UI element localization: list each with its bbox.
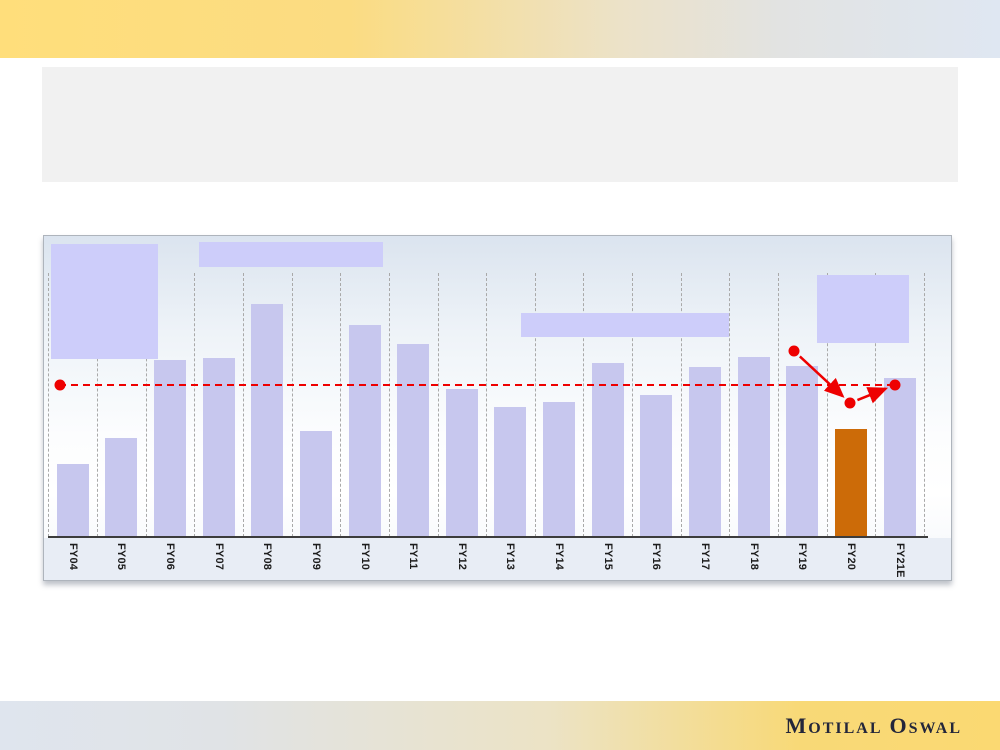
x-axis-line <box>48 536 928 538</box>
bar-FY21E <box>883 378 916 537</box>
gridline <box>437 273 439 537</box>
redacted-block-3 <box>521 313 729 337</box>
bar-FY08 <box>251 304 284 537</box>
x-axis-label-FY05: FY05 <box>115 543 128 571</box>
x-axis-label-strip <box>44 538 951 580</box>
gridline <box>924 273 925 537</box>
gridline <box>340 273 342 537</box>
x-axis-label-FY13: FY13 <box>504 543 517 571</box>
bar-FY14 <box>543 402 576 537</box>
x-axis-label-FY16: FY16 <box>650 543 663 571</box>
bar-FY13 <box>494 407 527 537</box>
gridline <box>194 273 196 537</box>
bar-chart: FY04 FY05 FY06 FY07 FY08 FY09 FY10 FY11 FY12 FY13… <box>43 235 952 581</box>
bar-FY16 <box>640 395 673 537</box>
bar-FY20 <box>835 429 868 537</box>
gridline <box>583 273 585 537</box>
bar-FY12 <box>445 389 478 537</box>
redacted-block-1 <box>51 244 158 359</box>
chart-plot-area <box>44 236 951 537</box>
x-axis-label-FY06: FY06 <box>163 543 176 571</box>
bar-FY18 <box>737 357 770 537</box>
title-placeholder-box <box>42 67 958 182</box>
footer-gradient-bar: MOTILAL OSWAL <box>0 701 1000 750</box>
x-axis-label-FY12: FY12 <box>455 543 468 571</box>
bar-FY19 <box>786 366 819 537</box>
x-axis-label-FY17: FY17 <box>699 543 712 571</box>
logo-text: M <box>785 712 809 738</box>
x-axis-label-FY08: FY08 <box>261 543 274 571</box>
x-axis-label-FY07: FY07 <box>212 543 225 571</box>
x-axis-label-FY11: FY11 <box>407 543 420 570</box>
x-axis-label-FY09: FY09 <box>309 543 322 571</box>
gridline <box>388 273 390 537</box>
gridline <box>680 273 682 537</box>
gridline <box>242 273 244 537</box>
bar-FY06 <box>153 360 186 537</box>
bar-FY11 <box>397 344 430 537</box>
gridline <box>96 273 98 537</box>
gridline <box>486 273 488 537</box>
x-axis-label-FY04: FY04 <box>66 543 79 571</box>
gridline <box>826 273 828 537</box>
x-axis-label-FY21E: FY21E <box>893 543 906 578</box>
redacted-block-4 <box>817 275 909 343</box>
bar-FY05 <box>105 438 138 537</box>
bar-FY10 <box>348 325 381 537</box>
motilal-oswal-logo: MOTILAL OSWAL <box>785 712 962 738</box>
x-axis-label-FY20: FY20 <box>845 543 858 571</box>
gridline <box>145 273 147 537</box>
x-axis-label-FY10: FY10 <box>358 543 371 571</box>
bar-FY17 <box>689 367 722 537</box>
x-axis-label-FY18: FY18 <box>747 543 760 571</box>
x-axis-label-FY19: FY19 <box>796 543 809 571</box>
x-axis-label-FY15: FY15 <box>601 543 614 571</box>
gridline <box>632 273 634 537</box>
gridline <box>778 273 780 537</box>
gridline <box>534 273 536 537</box>
bar-FY07 <box>202 358 235 537</box>
bar-FY09 <box>299 431 332 537</box>
gridline <box>729 273 731 537</box>
bar-FY04 <box>56 464 89 537</box>
redacted-block-2 <box>199 242 383 267</box>
x-axis-label-FY14: FY14 <box>553 543 566 571</box>
gridline <box>48 273 50 537</box>
bar-FY15 <box>591 363 624 537</box>
gridline <box>875 273 877 537</box>
header-gradient-bar <box>0 0 1000 58</box>
gridline <box>291 273 293 537</box>
